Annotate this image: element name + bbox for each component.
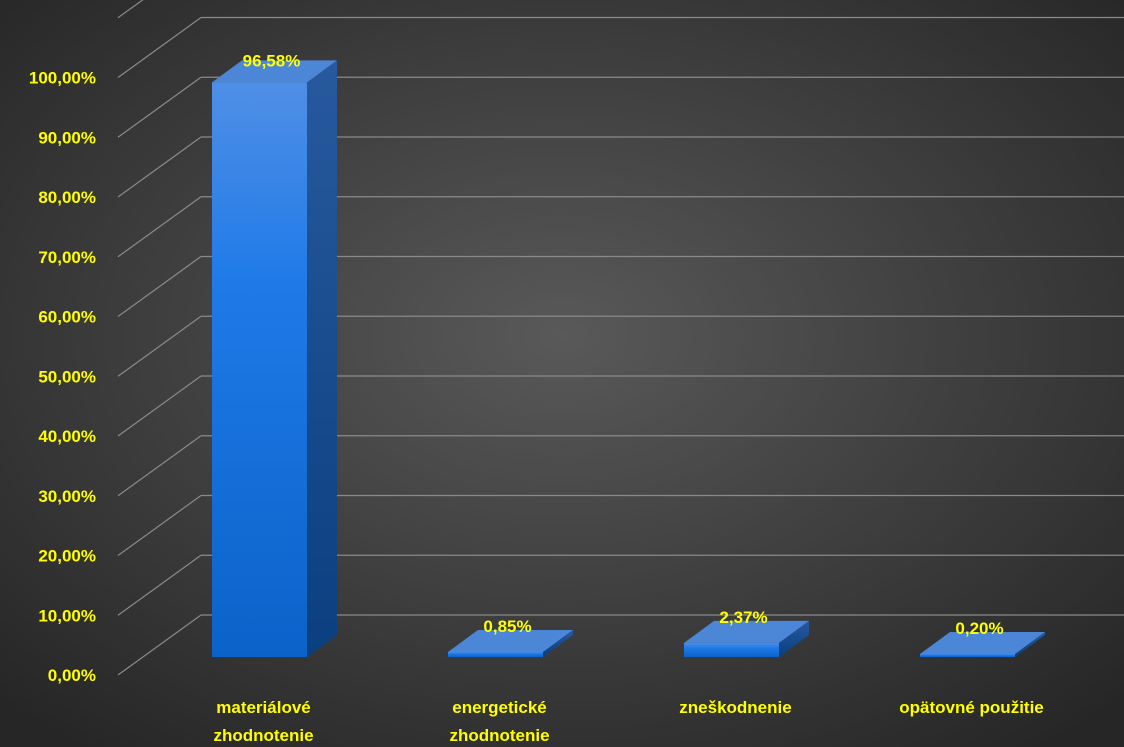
category-label: zhodnotenie	[213, 726, 313, 745]
gridline-diagonal	[117, 256, 202, 317]
gridline-diagonal	[117, 196, 202, 258]
y-tick-label: 90,00%	[38, 128, 96, 147]
gridline-diagonal	[117, 614, 202, 676]
bar-side	[779, 620, 809, 657]
gridline-diagonal	[117, 315, 202, 377]
bar-front	[920, 654, 1015, 657]
gridline-diagonal	[117, 76, 202, 138]
bar-top	[448, 629, 573, 652]
category-label: opätovné použitie	[899, 698, 1044, 717]
bar-front	[212, 82, 307, 657]
gridline-diagonal	[117, 136, 202, 198]
bar-side	[307, 60, 337, 657]
bar	[920, 632, 1045, 657]
bar-front	[448, 651, 543, 657]
y-tick-label: 100,00%	[29, 69, 96, 88]
y-tick-label: 10,00%	[38, 606, 96, 625]
data-label: 96,58%	[243, 51, 301, 70]
bar-top	[684, 620, 809, 643]
bars-layer	[212, 60, 1045, 657]
category-label: zhodnotenie	[449, 726, 549, 745]
gridline-diagonal	[117, 495, 202, 556]
gridline-diagonal	[117, 17, 202, 78]
category-label: energetické	[452, 698, 547, 717]
y-tick-label: 20,00%	[38, 547, 96, 566]
bar-front	[684, 642, 779, 657]
y-tick-label: 80,00%	[38, 188, 96, 207]
bar-side	[1015, 632, 1045, 657]
gridline-diagonal	[117, 375, 202, 437]
data-label: 0,85%	[483, 617, 531, 636]
bar	[684, 620, 809, 657]
bar	[212, 60, 337, 657]
gridline-diagonal	[117, 435, 202, 497]
y-tick-label: 60,00%	[38, 308, 96, 327]
gridline-diagonal	[117, 554, 202, 616]
y-tick-label: 40,00%	[38, 427, 96, 446]
y-tick-label: 0,00%	[48, 666, 96, 685]
labels-layer: 0,00% 10,00% 20,00% 30,00% 40,00% 50,00% 60,00…	[29, 51, 1044, 745]
category-label: zneškodnenie	[679, 698, 791, 717]
y-tick-label: 30,00%	[38, 487, 96, 506]
data-label: 2,37%	[719, 608, 767, 627]
y-tick-label: 50,00%	[38, 367, 96, 386]
bar-side	[543, 629, 573, 657]
bar-top	[212, 60, 337, 83]
category-label: materiálové	[216, 698, 311, 717]
bar-top	[920, 632, 1045, 654]
grid-layer	[117, 0, 1124, 676]
gridline-diagonal	[117, 0, 144, 19]
bar	[448, 629, 573, 657]
y-tick-label: 70,00%	[38, 248, 96, 267]
data-label: 0,20%	[955, 619, 1003, 638]
